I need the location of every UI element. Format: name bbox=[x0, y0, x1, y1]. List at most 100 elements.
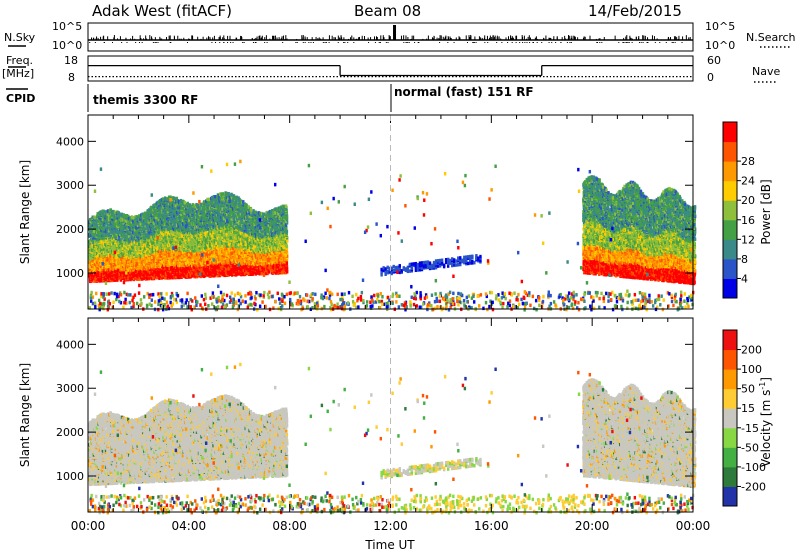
search-sample bbox=[227, 42, 228, 43]
search-sample bbox=[215, 42, 216, 43]
search-sample bbox=[601, 42, 602, 43]
power-cell bbox=[132, 216, 134, 220]
sky-left-tick-top: 10^5 bbox=[52, 20, 82, 33]
freq-left-tick-bottom: 8 bbox=[68, 71, 75, 84]
search-sample bbox=[618, 42, 619, 43]
sky-left-tick-bottom: 10^0 bbox=[52, 39, 82, 52]
search-sample bbox=[347, 42, 348, 43]
search-sample bbox=[555, 42, 556, 43]
search-sample bbox=[308, 42, 309, 43]
search-sample bbox=[323, 42, 324, 43]
search-sample bbox=[519, 42, 520, 43]
search-sample bbox=[368, 42, 369, 43]
search-sample bbox=[380, 42, 381, 43]
search-sample bbox=[682, 42, 683, 43]
search-sample bbox=[386, 42, 387, 43]
freq-left-label-2: [MHz] bbox=[2, 67, 34, 80]
search-sample bbox=[223, 42, 224, 43]
cpid-mode-1: themis 3300 RF bbox=[93, 93, 198, 107]
search-sample bbox=[95, 42, 96, 43]
search-sample bbox=[104, 42, 105, 43]
freq-left-label-1: Freq. bbox=[6, 54, 33, 67]
search-sample bbox=[659, 42, 660, 43]
search-sample bbox=[537, 42, 538, 43]
cpid-label: CPID bbox=[6, 92, 35, 105]
search-sample bbox=[484, 42, 485, 43]
search-sample bbox=[153, 42, 154, 43]
search-sample bbox=[647, 42, 648, 43]
search-sample bbox=[439, 42, 440, 43]
search-sample bbox=[472, 42, 473, 43]
beam-label: Beam 08 bbox=[354, 2, 421, 20]
search-sample bbox=[89, 42, 90, 43]
search-sample bbox=[476, 42, 477, 43]
freq-trace bbox=[88, 66, 693, 77]
search-sample bbox=[388, 42, 389, 43]
search-sample bbox=[507, 42, 508, 43]
search-sample bbox=[329, 42, 330, 43]
freq-left-tick-top: 18 bbox=[64, 54, 78, 67]
search-sample bbox=[672, 42, 673, 43]
search-sample bbox=[487, 42, 488, 43]
search-right-label: N.Search bbox=[746, 31, 796, 44]
power-cell bbox=[184, 201, 186, 205]
search-sample bbox=[233, 42, 234, 43]
search-sample bbox=[549, 42, 550, 43]
search-sample bbox=[624, 42, 625, 43]
date-label: 14/Feb/2015 bbox=[588, 2, 682, 20]
search-sample bbox=[379, 42, 380, 43]
search-sample bbox=[121, 42, 122, 43]
search-sample bbox=[264, 42, 265, 43]
search-sample bbox=[297, 42, 298, 43]
search-sample bbox=[135, 42, 136, 43]
search-sample bbox=[467, 42, 468, 43]
search-sample bbox=[516, 42, 517, 43]
search-sample bbox=[158, 42, 159, 43]
search-sample bbox=[623, 42, 624, 43]
search-sample bbox=[187, 42, 188, 43]
search-sample bbox=[673, 42, 674, 43]
search-sample bbox=[524, 42, 525, 43]
search-sample bbox=[406, 42, 407, 43]
search-sample bbox=[156, 42, 157, 43]
search-sample bbox=[643, 42, 644, 43]
search-sample bbox=[324, 42, 325, 43]
search-sample bbox=[343, 42, 344, 43]
nave-right-label: Nave bbox=[752, 65, 780, 78]
search-sample bbox=[353, 42, 354, 43]
search-sample bbox=[295, 42, 296, 43]
cpid-mode-2: normal (fast) 151 RF bbox=[394, 85, 534, 99]
search-sample bbox=[496, 42, 497, 43]
search-sample bbox=[418, 42, 419, 43]
power-cell bbox=[150, 206, 152, 210]
sky-right-tick-top: 10^5 bbox=[705, 20, 735, 33]
nave-right-tick-bottom: 0 bbox=[707, 71, 714, 84]
search-sample bbox=[599, 42, 600, 43]
search-sample bbox=[447, 42, 448, 43]
search-sample bbox=[567, 42, 568, 43]
search-sample bbox=[632, 42, 633, 43]
search-sample bbox=[375, 42, 376, 43]
search-sample bbox=[313, 42, 314, 43]
search-sample bbox=[533, 42, 534, 43]
search-sample bbox=[551, 42, 552, 43]
search-sample bbox=[305, 42, 306, 43]
sky-left-label: N.Sky bbox=[4, 31, 36, 44]
search-sample bbox=[501, 42, 502, 43]
search-sample bbox=[414, 42, 415, 43]
search-sample bbox=[454, 42, 455, 43]
search-sample bbox=[409, 42, 410, 43]
search-sample bbox=[639, 42, 640, 43]
search-sample bbox=[569, 42, 570, 43]
search-sample bbox=[326, 42, 327, 43]
search-sample bbox=[242, 42, 243, 43]
search-sample bbox=[407, 42, 408, 43]
sky-right-tick-bottom: 10^0 bbox=[705, 39, 735, 52]
sky-trace bbox=[88, 25, 693, 43]
search-sample bbox=[666, 42, 667, 43]
search-sample bbox=[571, 42, 572, 43]
search-sample bbox=[244, 42, 245, 43]
radar-title: Adak West (fitACF) bbox=[92, 2, 232, 20]
